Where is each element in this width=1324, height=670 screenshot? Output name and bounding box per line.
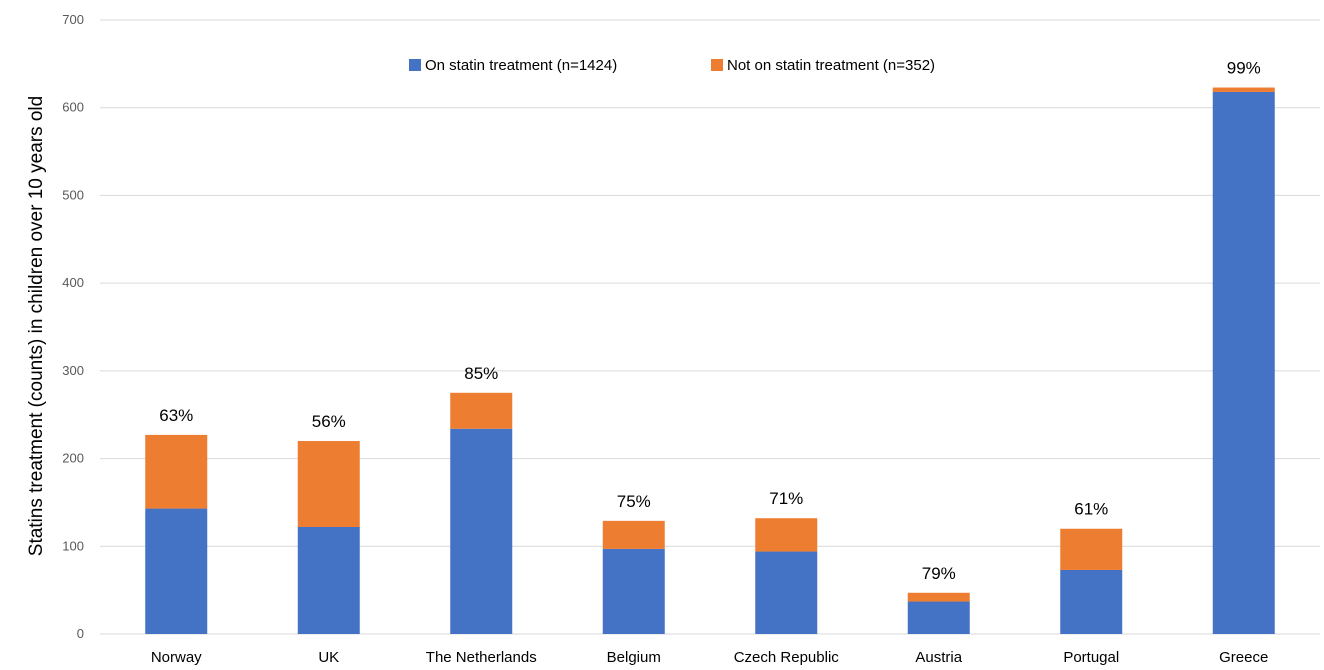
data-label: 99%	[1227, 59, 1261, 78]
x-category-label: The Netherlands	[426, 649, 537, 666]
x-category-label: Belgium	[607, 649, 661, 666]
data-label: 85%	[464, 364, 498, 383]
data-label: 75%	[617, 492, 651, 511]
percentage-labels: 63% 56% 85% 75% 71% 79% 61% 99%	[159, 59, 1261, 583]
bar-on-statin	[1212, 91, 1275, 634]
y-tick-label: 200	[62, 451, 84, 466]
bar-not-on-statin	[602, 520, 665, 549]
x-category-label: UK	[318, 649, 339, 666]
gridlines	[100, 19, 1320, 635]
bar-not-on-statin	[755, 518, 818, 552]
x-category-label: Austria	[915, 649, 962, 666]
data-label: 61%	[1074, 500, 1108, 519]
bar-not-on-statin	[145, 434, 208, 509]
legend-label: On statin treatment (n=1424)	[425, 57, 617, 74]
x-category-label: Czech Republic	[734, 649, 840, 666]
category-labels: Norway UK The Netherlands Belgium Czech Repu…	[151, 649, 1269, 666]
y-tick-label: 600	[62, 100, 84, 115]
x-category-label: Norway	[151, 649, 202, 666]
bar-not-on-statin	[907, 592, 970, 602]
x-category-label: Greece	[1219, 649, 1268, 666]
bar-on-statin	[1060, 569, 1123, 634]
y-axis-label: Statins treatment (counts) in children o…	[26, 96, 47, 556]
data-label: 56%	[312, 412, 346, 431]
data-label: 79%	[922, 564, 956, 583]
legend-swatch	[409, 59, 421, 71]
bar-on-statin	[755, 551, 818, 634]
bar-not-on-statin	[1212, 87, 1275, 92]
legend-label: Not on statin treatment (n=352)	[727, 57, 935, 74]
bar-not-on-statin	[450, 392, 513, 429]
y-axis-ticks: 0 100 200 300 400 500 600 700	[62, 12, 84, 641]
bar-on-statin	[907, 601, 970, 634]
legend-swatch	[711, 59, 723, 71]
data-label: 63%	[159, 406, 193, 425]
y-tick-label: 300	[62, 363, 84, 378]
y-tick-label: 100	[62, 538, 84, 553]
x-category-label: Portugal	[1063, 649, 1119, 666]
y-tick-label: 500	[62, 187, 84, 202]
legend: On statin treatment (n=1424) Not on stati…	[409, 57, 935, 74]
bar-on-statin	[450, 428, 513, 634]
y-tick-label: 0	[77, 626, 84, 641]
bar-on-statin	[145, 508, 208, 634]
bar-not-on-statin	[1060, 528, 1123, 570]
bars	[145, 87, 1275, 634]
y-tick-label: 700	[62, 12, 84, 27]
bar-not-on-statin	[297, 441, 360, 527]
data-label: 71%	[769, 489, 803, 508]
bar-on-statin	[602, 548, 665, 634]
y-tick-label: 400	[62, 275, 84, 290]
bar-on-statin	[297, 526, 360, 634]
